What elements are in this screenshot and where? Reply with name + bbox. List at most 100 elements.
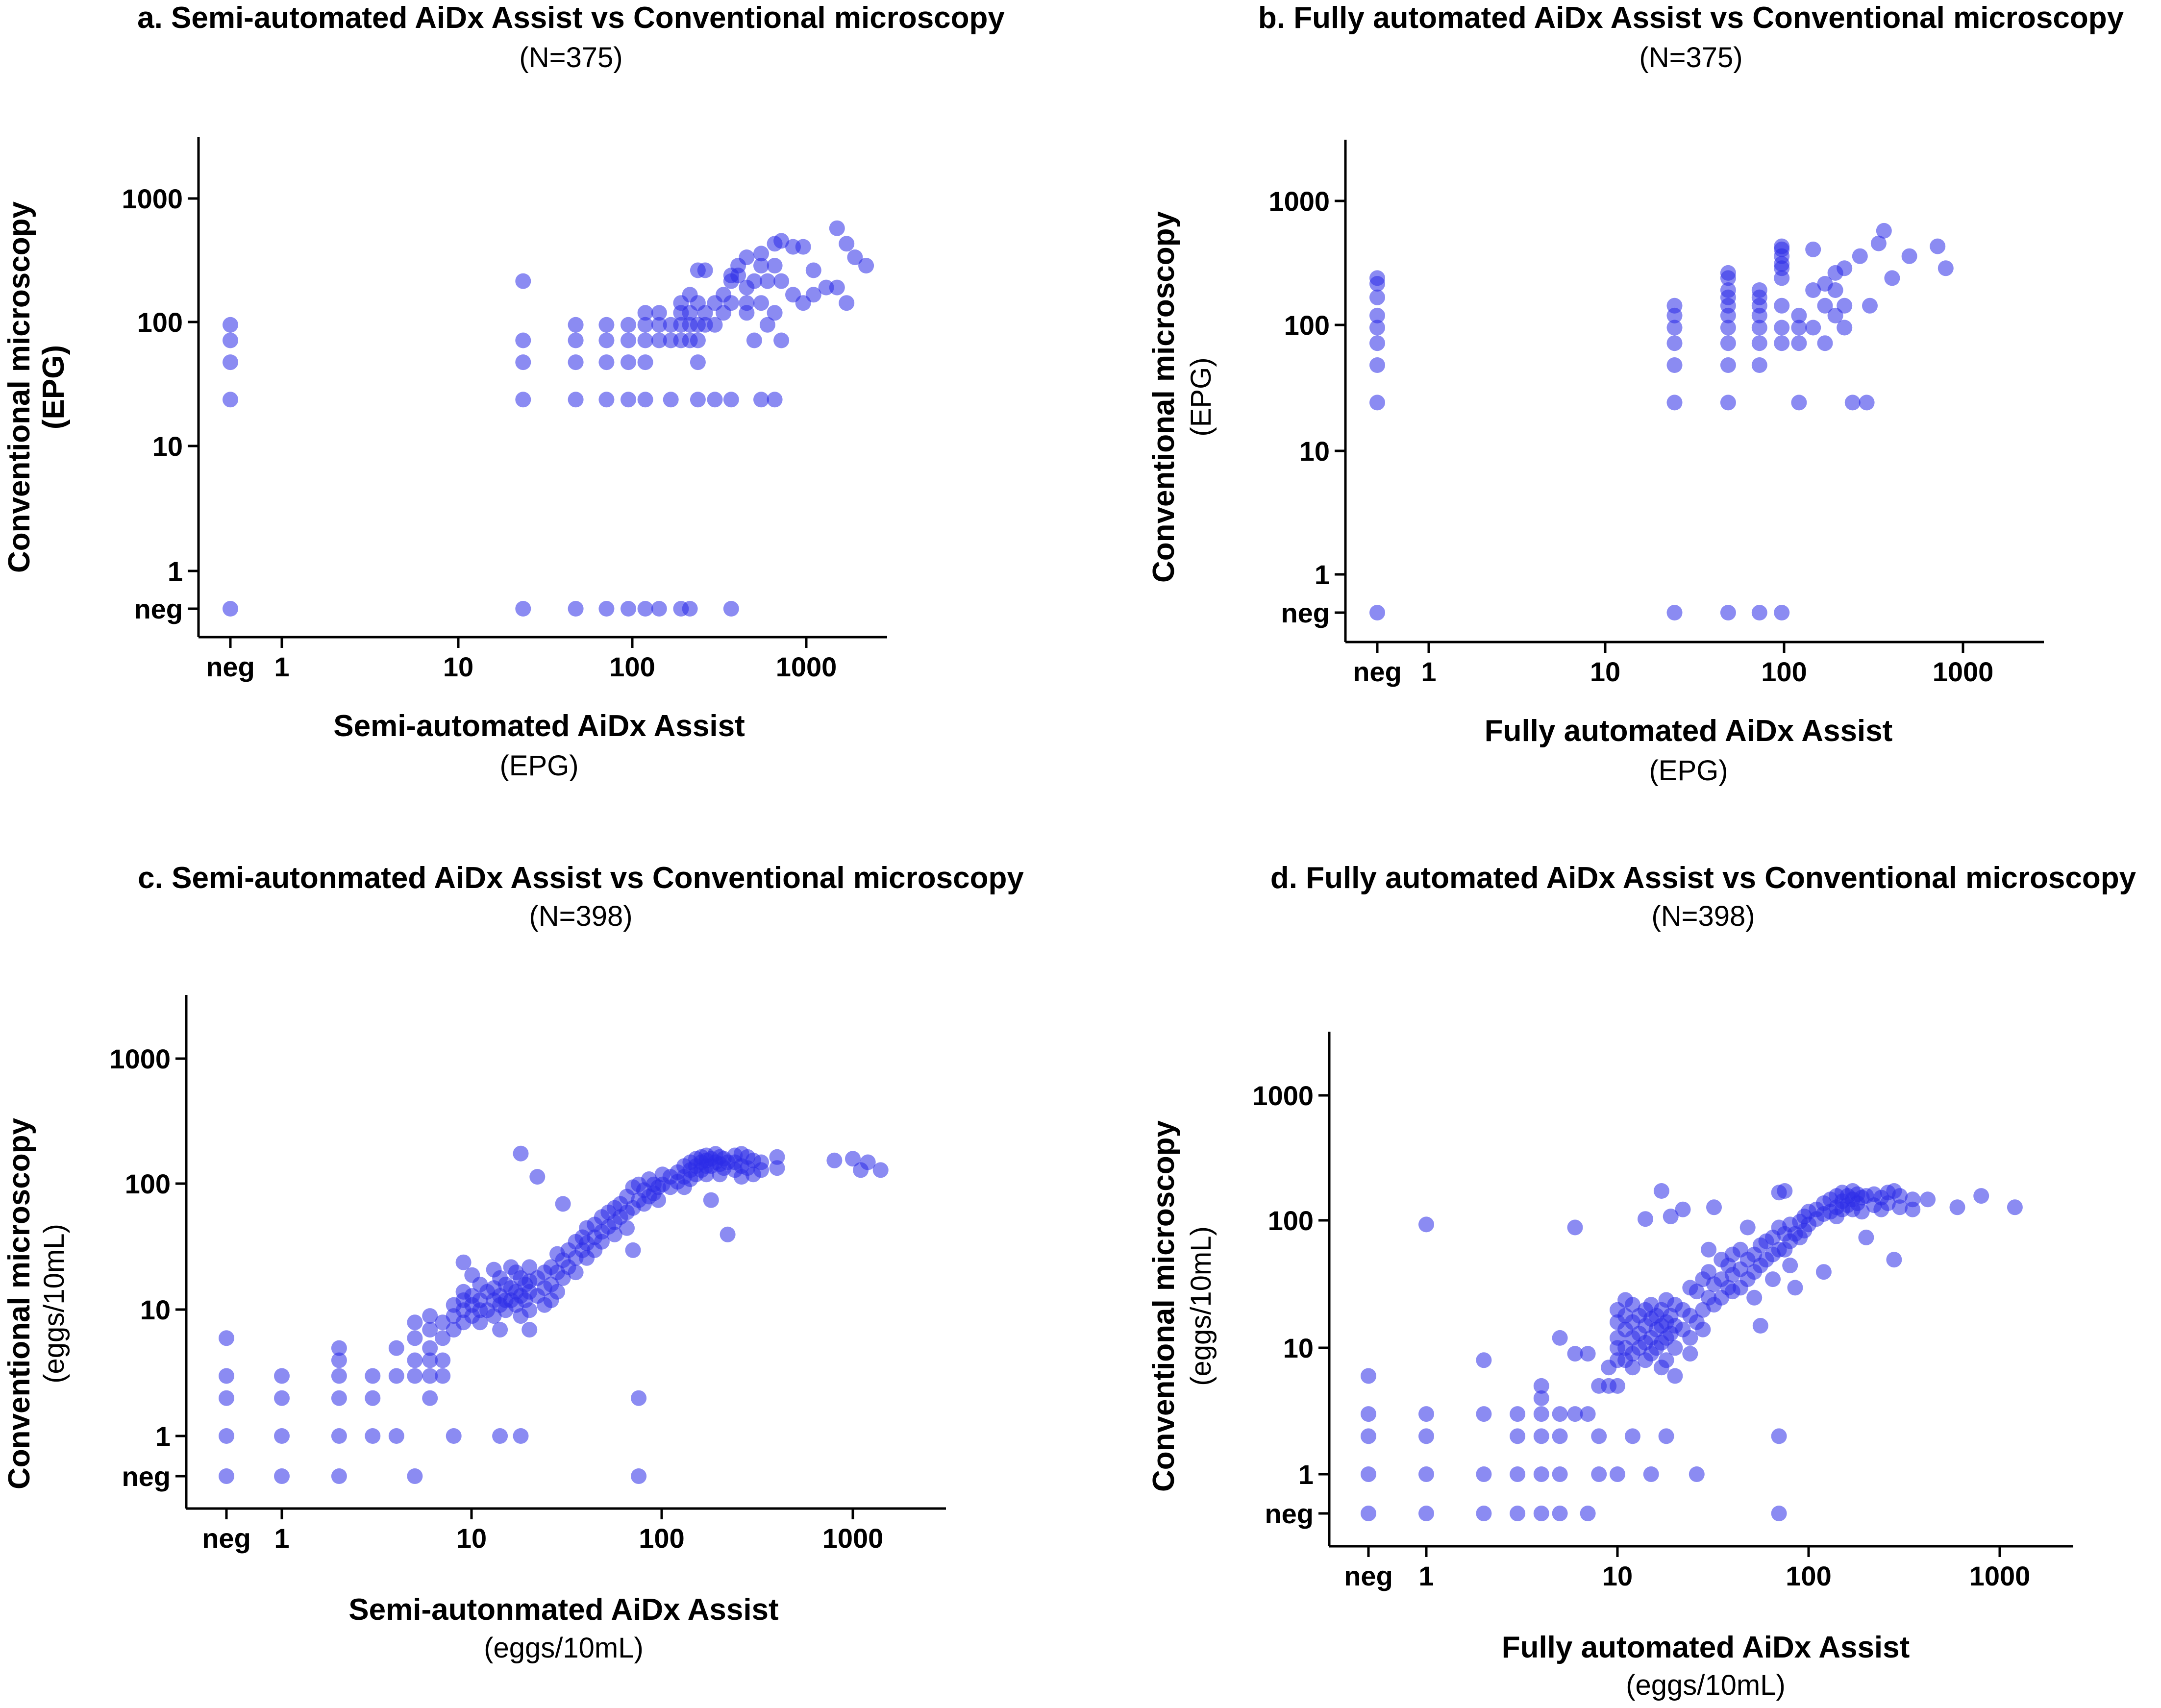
panel-a-data-point	[697, 305, 713, 321]
panel-c-title: c. Semi-autonmated AiDx Assist vs Conven…	[138, 861, 1024, 895]
panel-c-data-point	[455, 1254, 472, 1270]
panel-c-ytick-label: 100	[125, 1168, 171, 1199]
panel-b-data-point	[1751, 605, 1767, 620]
panel-d-data-point	[1533, 1406, 1549, 1422]
panel-c-xlabel: Semi-autonmated AiDx Assist	[348, 1593, 778, 1627]
panel-c-data-point	[872, 1162, 889, 1178]
panel-d-data-point	[1418, 1406, 1434, 1422]
panel-d-ytick-label: 100	[1268, 1205, 1314, 1236]
panel-c-ytick-label: neg	[122, 1461, 171, 1492]
panel-d-data-point	[1552, 1506, 1568, 1521]
panel-c-data-point	[274, 1468, 290, 1484]
panel-d-data-point	[1973, 1188, 1989, 1204]
panel-b-data-point	[1805, 241, 1821, 257]
panel-d-data-point	[1610, 1466, 1625, 1482]
panel-a-xtick-label: neg	[206, 651, 255, 682]
panel-b-data-point	[1837, 297, 1853, 314]
panel-c-data-point	[365, 1390, 381, 1406]
panel-d-data-point	[1591, 1428, 1607, 1444]
panel-c-data-point	[549, 1284, 565, 1300]
panel-d-data-point	[1580, 1406, 1596, 1422]
panel-c-data-point	[407, 1330, 423, 1346]
panel-d-ytick-label: 1000	[1252, 1080, 1314, 1111]
panel-c-data-point	[274, 1390, 290, 1406]
panel-a-data-point	[637, 305, 653, 321]
panel-c-data-point	[619, 1220, 635, 1236]
panel-b-xlabel: Fully automated AiDx Assist	[1485, 714, 1893, 748]
panel-d-data-point	[1580, 1346, 1596, 1362]
panel-d-data-point	[1476, 1466, 1492, 1482]
panel-a-data-point	[568, 317, 584, 333]
panel-d-data-point	[1892, 1199, 1908, 1215]
panel-d-data-point	[1510, 1406, 1526, 1422]
panel-b-data-point	[1369, 320, 1385, 336]
panel-d-data-point	[1361, 1368, 1376, 1384]
panel-c-data-point	[388, 1368, 404, 1384]
panel-b-xtick-label: 100	[1761, 656, 1807, 687]
panel-d-xunit: (eggs/10mL)	[1626, 1669, 1786, 1701]
panel-a-data-point	[223, 317, 238, 333]
panel-b-data-point	[1791, 320, 1807, 336]
panel-d-data-point	[1787, 1280, 1803, 1296]
panel-c-data-point	[435, 1330, 451, 1346]
panel-d-data-point	[1689, 1466, 1705, 1482]
panel-d-data-point	[1658, 1428, 1674, 1444]
panel-d: d. Fully automated AiDx Assist vs Conven…	[1147, 861, 2136, 1701]
panel-d-data-point	[1880, 1195, 1896, 1211]
panel-d-data-point	[1892, 1188, 1908, 1204]
panel-d-data-point	[1643, 1466, 1659, 1482]
panel-a-data-point	[697, 262, 713, 278]
panel-b-data-point	[1751, 307, 1767, 323]
panel-c-data-point	[422, 1390, 438, 1406]
panel-c-data-point	[219, 1330, 234, 1346]
panel-b-xunit: (EPG)	[1649, 755, 1728, 787]
panel-b-data-point	[1666, 357, 1683, 373]
panel-a-data-point	[598, 392, 615, 408]
panel-c-data-point	[219, 1390, 234, 1406]
panel-b-data-point	[1720, 357, 1736, 373]
panel-d-ticks: neg 1 10 100 1000 neg 1 10 100 1000	[1252, 1032, 2073, 1591]
panel-b-xtick-label: 1	[1421, 656, 1436, 687]
panel-b-data-point	[1666, 605, 1683, 620]
panel-b-points	[1369, 223, 1954, 620]
panel-b-data-point	[1827, 282, 1843, 298]
panel-c-data-point	[422, 1340, 438, 1356]
panel-a-data-point	[829, 279, 845, 296]
panel-b-ytick-label: neg	[1281, 597, 1330, 628]
panel-b-ytick-label: 10	[1299, 436, 1330, 467]
panel-c-data-point	[274, 1428, 290, 1444]
panel-a-data-point	[621, 317, 636, 333]
panel-b-data-point	[1837, 260, 1853, 276]
panel-c-data-point	[606, 1226, 622, 1242]
panel-b-data-point	[1720, 307, 1736, 323]
panel-d-data-point	[1552, 1466, 1568, 1482]
panel-b: b. Fully automated AiDx Assist vs Conven…	[1147, 1, 2124, 787]
panel-d-data-point	[1361, 1466, 1376, 1482]
panel-b-xtick-label: 10	[1590, 656, 1620, 687]
panel-d-data-point	[1886, 1252, 1902, 1268]
panel-b-data-point	[1774, 270, 1790, 286]
panel-a-data-point	[621, 332, 636, 348]
panel-a-data-point	[739, 305, 755, 321]
panel-c-data-point	[219, 1468, 234, 1484]
panel-b-data-point	[1720, 605, 1736, 620]
panel-a-data-point	[651, 601, 667, 617]
panel-b-data-point	[1774, 605, 1790, 620]
panel-d-data-point	[1533, 1466, 1549, 1482]
panel-a-data-point	[651, 332, 667, 348]
panel-a-ylabel: Conventional microscopy	[2, 201, 36, 573]
panel-a-data-point	[759, 273, 775, 289]
panel-c-data-point	[513, 1428, 529, 1444]
panel-c-xtick-label: 1	[274, 1523, 289, 1554]
panel-d-data-point	[1567, 1219, 1583, 1236]
panel-d-data-point	[1567, 1406, 1583, 1422]
panel-d-data-point	[1682, 1346, 1698, 1362]
panel-d-data-point	[1739, 1219, 1756, 1236]
panel-a-data-point	[690, 392, 706, 408]
panel-d-data-point	[1418, 1216, 1434, 1233]
panel-a-xtick-label: 1000	[776, 651, 837, 682]
panel-d-data-point	[1695, 1321, 1711, 1337]
panel-c-xtick-label: neg	[202, 1523, 251, 1554]
panel-b-data-point	[1720, 270, 1736, 286]
